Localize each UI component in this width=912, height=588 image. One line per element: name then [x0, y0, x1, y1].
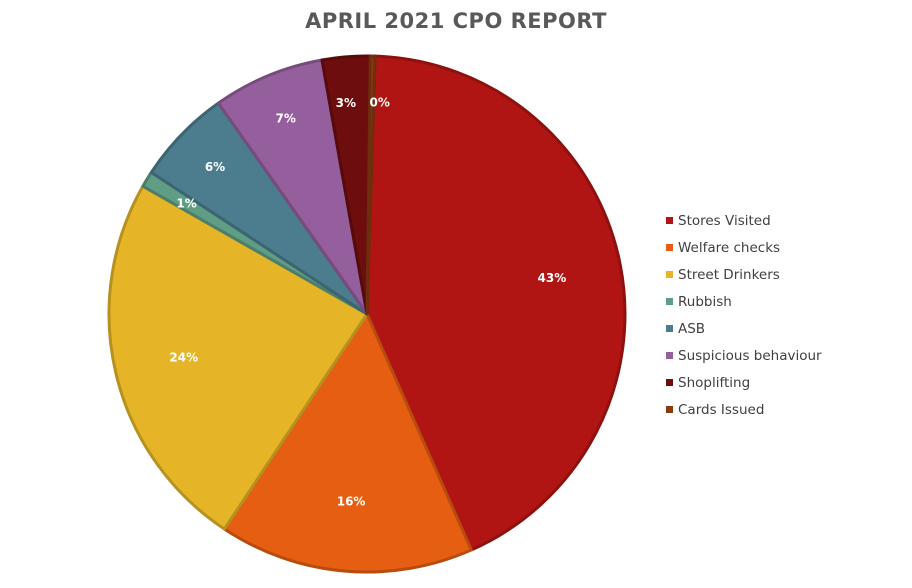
data-label-rubbish: 1%: [176, 197, 196, 211]
legend-label: Stores Visited: [678, 212, 771, 229]
legend-swatch: [666, 244, 673, 251]
legend-label: Welfare checks: [678, 239, 781, 256]
legend-label: Suspicious behaviour: [678, 347, 822, 364]
legend-swatch: [666, 217, 673, 224]
legend-swatch: [666, 298, 673, 305]
pie-slice-street-drinkers: [107, 184, 369, 531]
legend-label: Street Drinkers: [678, 266, 780, 283]
data-label-welfare-checks: 16%: [337, 495, 366, 509]
data-label-suspicious-behaviour: 7%: [276, 112, 296, 126]
legend-swatch: [666, 406, 673, 413]
data-label-shoplifting: 3%: [336, 96, 356, 110]
legend-label: Shoplifting: [678, 374, 751, 391]
legend-item-street-drinkers: Street Drinkers: [666, 261, 822, 288]
legend-item-stores-visited: Stores Visited: [666, 207, 822, 234]
data-label-street-drinkers: 24%: [169, 351, 198, 365]
pie-slice-suspicious-behaviour: [216, 58, 369, 316]
legend-swatch: [666, 379, 673, 386]
pie-slice-stores-visited: [365, 54, 627, 552]
pie-slice-welfare-checks: [222, 312, 473, 574]
legend-item-suspicious-behaviour: Suspicious behaviour: [666, 342, 822, 369]
chart-title: APRIL 2021 CPO REPORT: [305, 9, 607, 33]
legend-item-welfare-checks: Welfare checks: [666, 234, 822, 261]
legend-swatch: [666, 325, 673, 332]
legend-item-shoplifting: Shoplifting: [666, 369, 822, 396]
legend-label: ASB: [678, 320, 706, 337]
data-label-stores-visited: 43%: [538, 271, 567, 285]
legend-label: Rubbish: [678, 293, 732, 310]
legend-label: Cards Issued: [678, 401, 765, 418]
legend-swatch: [666, 352, 673, 359]
legend-item-cards-issued: Cards Issued: [666, 396, 822, 423]
data-label-cards-issued: 0%: [370, 96, 390, 110]
data-label-asb: 6%: [205, 160, 225, 174]
pie-slice-cards-issued: [365, 54, 377, 316]
legend-item-asb: ASB: [666, 315, 822, 342]
legend-swatch: [666, 271, 673, 278]
legend: Stores Visited Welfare checks Street Drink…: [666, 207, 822, 423]
legend-item-rubbish: Rubbish: [666, 288, 822, 315]
